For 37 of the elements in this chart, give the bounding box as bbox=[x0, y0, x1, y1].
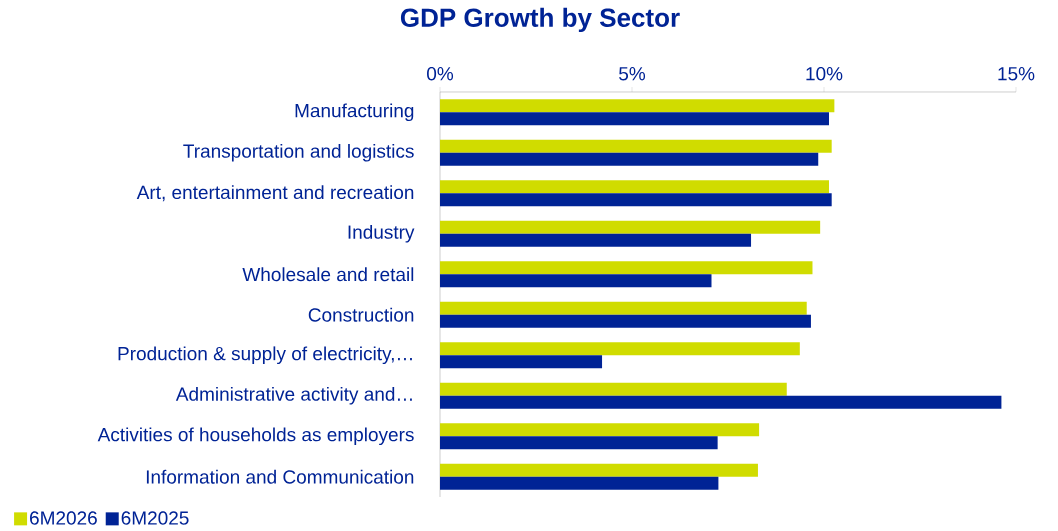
bar bbox=[440, 314, 811, 328]
y-tick-label: Industry bbox=[348, 224, 415, 243]
bar bbox=[440, 436, 718, 450]
y-tick-label: Production & supply of electricity,… bbox=[118, 346, 412, 364]
bar bbox=[440, 274, 712, 288]
bar bbox=[440, 180, 829, 194]
bar bbox=[440, 342, 800, 356]
legend-label: 6M2025 bbox=[121, 511, 189, 525]
y-tick-label: Art, entertainment and recreation bbox=[136, 184, 414, 202]
bar bbox=[440, 139, 832, 153]
bar bbox=[440, 99, 835, 113]
bar bbox=[440, 423, 760, 437]
y-tick-label: Transportation and logistics bbox=[183, 143, 414, 162]
bar bbox=[440, 395, 1002, 409]
y-tick-label: Administrative activity and… bbox=[175, 386, 412, 405]
bar bbox=[440, 476, 719, 490]
x-tick-label: 5% bbox=[619, 66, 646, 81]
y-tick-label: Information and Communication bbox=[146, 469, 414, 484]
bar bbox=[440, 112, 829, 126]
bar bbox=[440, 463, 758, 477]
y-tick-label: Construction bbox=[308, 307, 414, 322]
x-tick-label: 15% bbox=[998, 66, 1035, 81]
bar bbox=[440, 261, 813, 275]
bar bbox=[440, 220, 821, 234]
bar bbox=[440, 382, 787, 396]
bar bbox=[440, 193, 832, 207]
y-tick-label: Wholesale and retail bbox=[242, 267, 414, 282]
y-tick-label: Activities of households as employers bbox=[97, 427, 414, 445]
x-tick-label: 10% bbox=[806, 66, 843, 81]
bar bbox=[440, 355, 603, 369]
chart-title: GDP Growth by Sector bbox=[400, 7, 680, 32]
bar bbox=[440, 233, 752, 247]
legend-label: 6M2026 bbox=[30, 511, 97, 525]
bar bbox=[440, 301, 807, 315]
bar bbox=[440, 152, 819, 166]
y-tick-label: Manufacturing bbox=[295, 103, 414, 121]
x-tick-label: 0% bbox=[427, 66, 454, 81]
